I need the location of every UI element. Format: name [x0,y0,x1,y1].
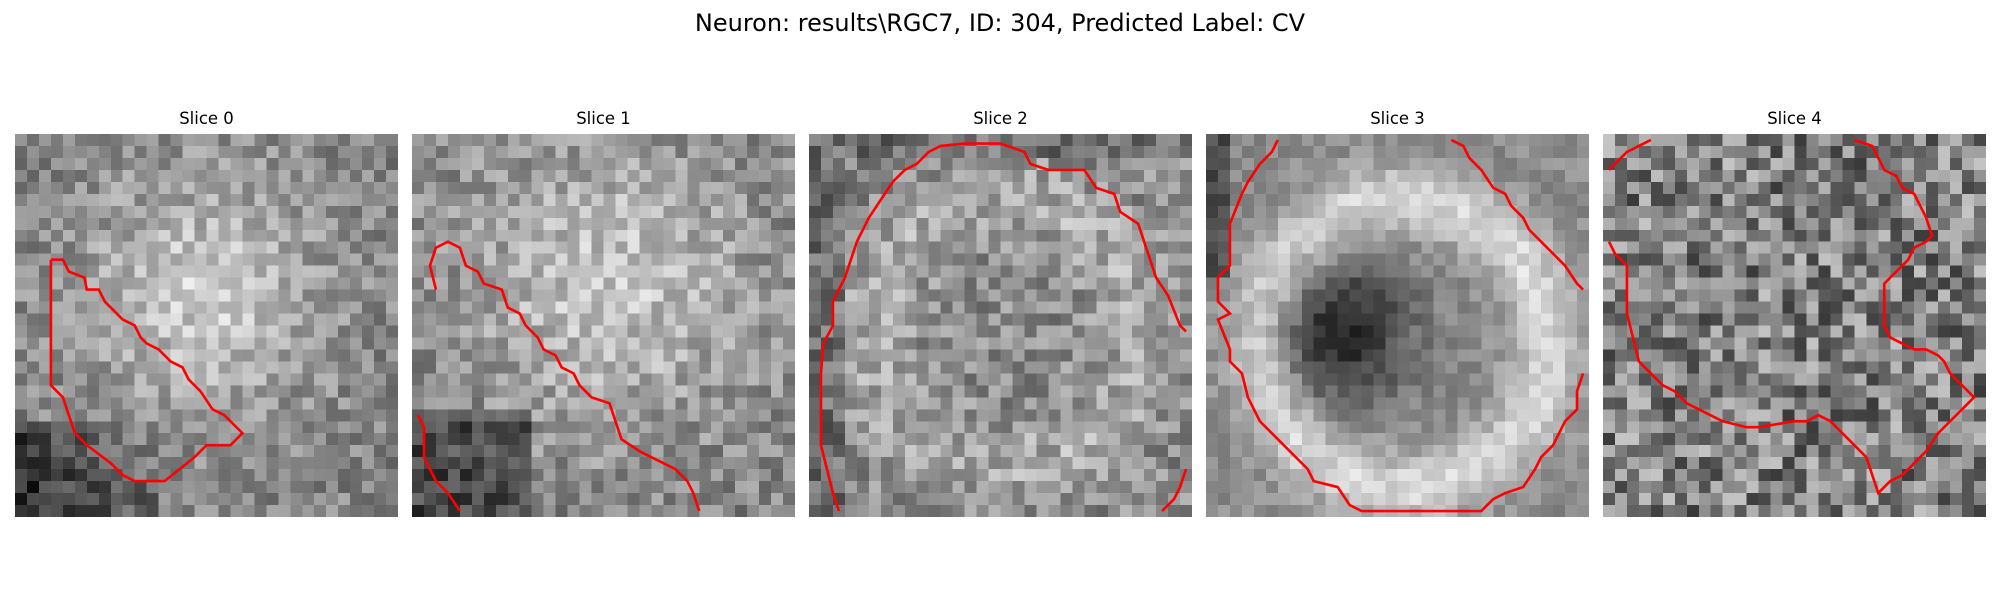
slice-0-pixels [15,134,398,517]
slice-4-image [1603,134,1986,517]
slice-1-pixels [412,134,795,517]
slice-2-contour-right [1161,468,1188,512]
panel-title-slice-3: Slice 3 [1370,109,1425,128]
slice-4-contour [1607,138,1976,496]
slice-2-contour [819,142,1187,512]
slice-3-image [1206,134,1589,517]
slice-3-contour [1216,139,1585,513]
slice-1-contour [428,240,701,512]
slice-0-image [15,134,398,517]
panel-title-slice-2: Slice 2 [973,109,1028,128]
slice-4-pixels [1603,134,1986,517]
slice-1-image [412,134,795,517]
slice-3-contour-upper-right [1450,138,1584,291]
slice-0-contour [49,258,245,483]
panel-title-slice-4: Slice 4 [1767,109,1822,128]
slice-2-pixels [809,134,1192,517]
slice-3-pixels [1206,134,1589,517]
slice-1-contour-lower [416,414,461,512]
slice-4-contour-upper-left [1608,138,1652,171]
panel-title-slice-1: Slice 1 [576,109,631,128]
figure-title: Neuron: results\RGC7, ID: 304, Predicted… [694,9,1306,37]
slice-2-image [809,134,1192,517]
panel-title-slice-0: Slice 0 [179,109,234,128]
